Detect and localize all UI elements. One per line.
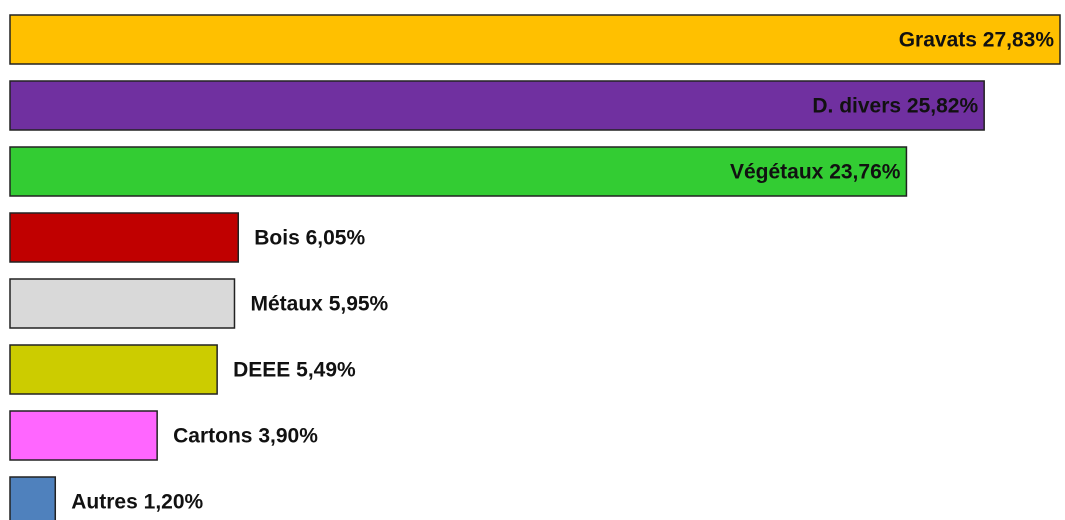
bar-label: DEEE 5,49% bbox=[233, 358, 356, 381]
bar bbox=[9, 476, 57, 520]
bar bbox=[9, 344, 218, 395]
value-label: 5,95% bbox=[329, 292, 389, 315]
bar bbox=[9, 80, 985, 131]
bar-label: Bois 6,05% bbox=[254, 226, 365, 249]
value-label: 3,90% bbox=[258, 424, 318, 447]
category-label: Autres bbox=[71, 490, 138, 513]
bar-label: D. divers 25,82% bbox=[812, 94, 978, 117]
category-label: Cartons bbox=[173, 424, 252, 447]
bar-label: Métaux 5,95% bbox=[250, 292, 388, 315]
bar bbox=[9, 278, 236, 329]
category-label: Gravats bbox=[899, 28, 977, 51]
value-label: 5,49% bbox=[296, 358, 356, 381]
category-label: Métaux bbox=[250, 292, 323, 315]
bar-label: Végétaux 23,76% bbox=[730, 160, 901, 183]
bar bbox=[9, 410, 158, 461]
category-label: Bois bbox=[254, 226, 300, 249]
bar bbox=[9, 14, 1061, 65]
bar-label: Autres 1,20% bbox=[71, 490, 203, 513]
bar-label: Gravats 27,83% bbox=[899, 28, 1055, 51]
value-label: 27,83% bbox=[983, 28, 1055, 51]
value-label: 23,76% bbox=[829, 160, 901, 183]
bar-label: Cartons 3,90% bbox=[173, 424, 318, 447]
bar bbox=[9, 212, 240, 263]
category-label: D. divers bbox=[812, 94, 901, 117]
value-label: 1,20% bbox=[144, 490, 204, 513]
category-label: DEEE bbox=[233, 358, 290, 381]
category-label: Végétaux bbox=[730, 160, 824, 183]
value-label: 6,05% bbox=[306, 226, 366, 249]
bar bbox=[9, 146, 908, 197]
value-label: 25,82% bbox=[907, 94, 979, 117]
